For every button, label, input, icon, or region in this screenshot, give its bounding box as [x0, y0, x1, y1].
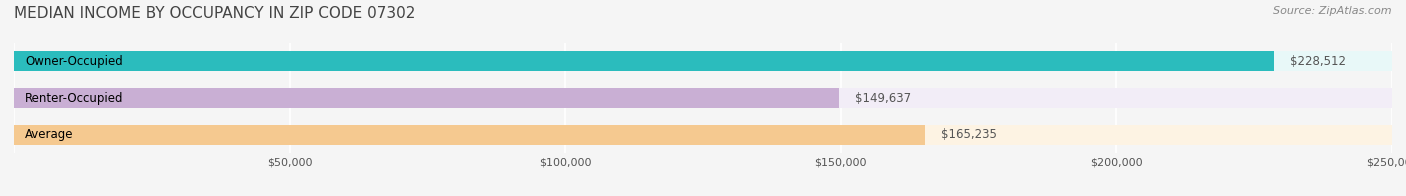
Bar	[14, 88, 1392, 108]
Bar	[14, 124, 1392, 145]
Text: $165,235: $165,235	[941, 128, 997, 141]
Text: Source: ZipAtlas.com: Source: ZipAtlas.com	[1274, 6, 1392, 16]
Bar	[14, 88, 839, 108]
Bar	[14, 51, 1274, 72]
Text: $228,512: $228,512	[1291, 55, 1346, 68]
Text: $149,637: $149,637	[855, 92, 911, 104]
Bar	[14, 51, 1392, 72]
Bar	[14, 124, 925, 145]
Text: Owner-Occupied: Owner-Occupied	[25, 55, 122, 68]
Text: MEDIAN INCOME BY OCCUPANCY IN ZIP CODE 07302: MEDIAN INCOME BY OCCUPANCY IN ZIP CODE 0…	[14, 6, 415, 21]
Text: Average: Average	[25, 128, 73, 141]
Text: Renter-Occupied: Renter-Occupied	[25, 92, 124, 104]
